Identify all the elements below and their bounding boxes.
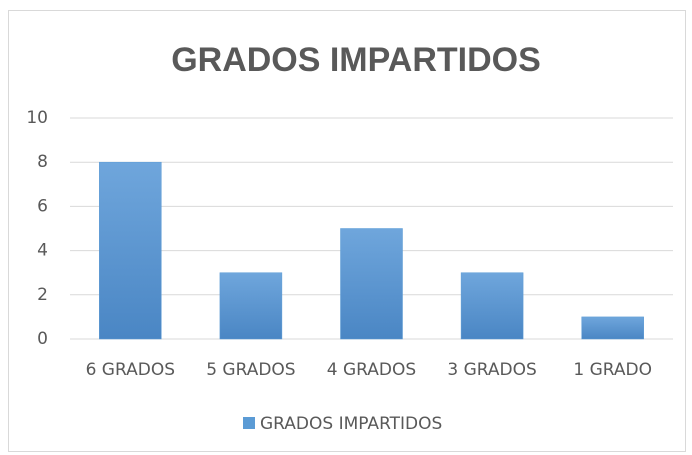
y-tick-label: 10	[26, 108, 48, 128]
legend-swatch	[243, 417, 255, 429]
y-tick-label: 4	[37, 241, 48, 261]
bar	[99, 161, 162, 340]
bar	[460, 272, 524, 340]
y-tick-label: 0	[37, 329, 48, 349]
x-tick-label: 5 GRADOS	[206, 360, 295, 380]
x-tick-label: 4 GRADOS	[327, 360, 416, 380]
chart-title: GRADOS IMPARTIDOS	[171, 41, 541, 79]
bar	[340, 228, 403, 340]
legend-label: GRADOS IMPARTIDOS	[260, 414, 442, 434]
bar	[219, 272, 283, 340]
x-tick-label: 1 GRADO	[573, 360, 652, 380]
y-tick-label: 2	[37, 285, 48, 305]
x-tick-label: 3 GRADOS	[447, 360, 536, 380]
bar	[581, 316, 644, 340]
y-tick-label: 6	[37, 196, 48, 216]
y-tick-label: 8	[37, 152, 48, 172]
x-tick-label: 6 GRADOS	[86, 360, 175, 380]
